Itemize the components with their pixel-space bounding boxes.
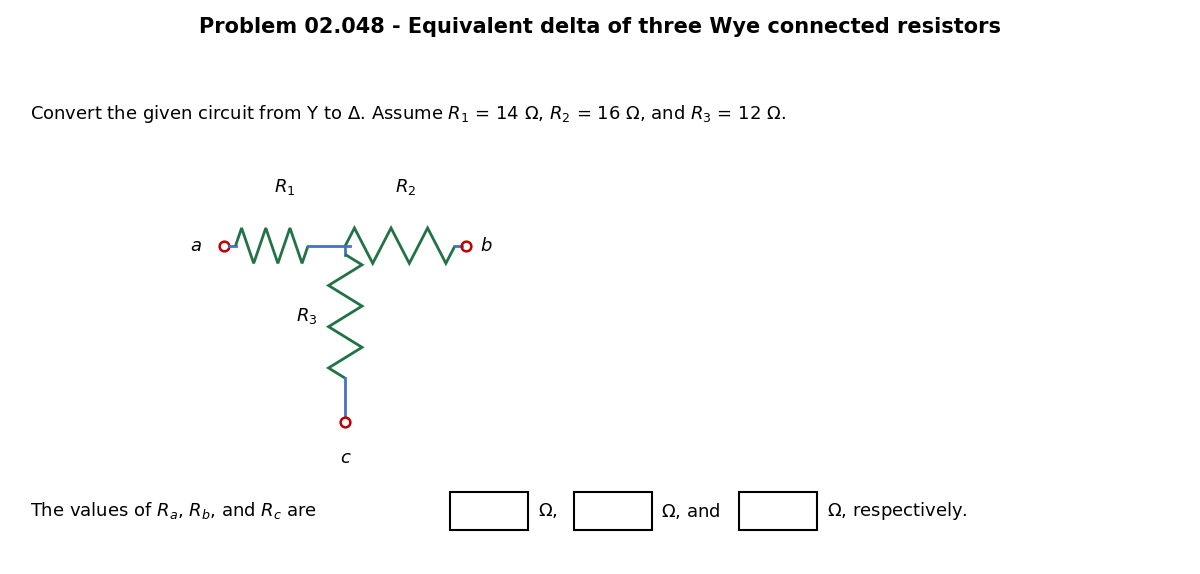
Text: $\Omega$, respectively.: $\Omega$, respectively.: [827, 500, 967, 522]
Text: c: c: [341, 449, 350, 467]
Text: Problem 02.048 - Equivalent delta of three Wye connected resistors: Problem 02.048 - Equivalent delta of thr…: [199, 17, 1001, 37]
Text: $\Omega$, and: $\Omega$, and: [661, 501, 720, 521]
Text: $R_1$: $R_1$: [274, 177, 295, 197]
Text: The values of $R_a$, $R_b$, and $R_c$ are: The values of $R_a$, $R_b$, and $R_c$ ar…: [30, 501, 317, 521]
Text: $R_2$: $R_2$: [395, 177, 416, 197]
Text: $\Omega$,: $\Omega$,: [538, 501, 557, 521]
Text: Convert the given circuit from Y to $\Delta$. Assume $R_1$ = 14 $\Omega$, $R_2$ : Convert the given circuit from Y to $\De…: [30, 103, 786, 125]
Text: a: a: [190, 236, 202, 255]
Text: b: b: [480, 236, 492, 255]
Text: $R_3$: $R_3$: [296, 307, 317, 327]
